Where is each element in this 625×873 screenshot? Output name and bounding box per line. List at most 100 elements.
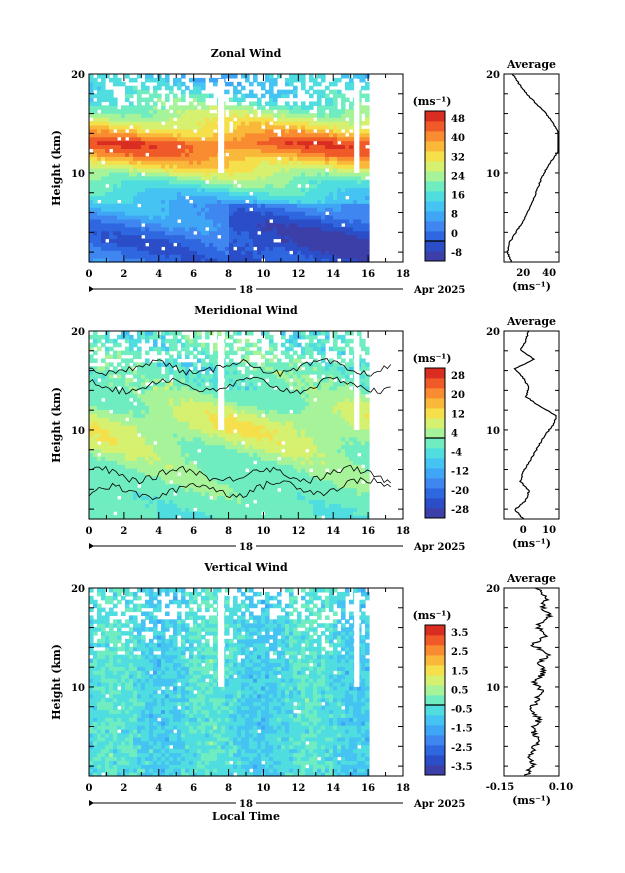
- heatmap-cell: [189, 109, 194, 114]
- heatmap-cell: [189, 432, 194, 438]
- heatmap-cell: [329, 183, 334, 189]
- heatmap-cell: [109, 417, 114, 422]
- heatmap-cell: [121, 152, 126, 157]
- heatmap-cell: [177, 164, 182, 169]
- heatmap-cell: [213, 258, 218, 263]
- heatmap-cell: [361, 487, 366, 493]
- heatmap-cell: [229, 491, 234, 497]
- heatmap-cell: [249, 148, 254, 153]
- heatmap-cell: [301, 428, 306, 434]
- heatmap-cell: [365, 246, 370, 251]
- heatmap-cell: [333, 195, 338, 200]
- heatmap-cell: [181, 511, 186, 516]
- heatmap-cell: [241, 136, 246, 142]
- heatmap-cell: [321, 238, 326, 244]
- heatmap-cell: [349, 160, 354, 165]
- heatmap-cell: [109, 413, 114, 418]
- heatmap-cell: [301, 140, 306, 146]
- heatmap-cell: [345, 499, 350, 504]
- heatmap-cell: [289, 464, 294, 469]
- heatmap-cell: [333, 460, 338, 465]
- heatmap-cell: [165, 148, 170, 153]
- heatmap-cell: [329, 199, 334, 204]
- heatmap-cell: [365, 475, 370, 481]
- heatmap-cell: [293, 128, 298, 134]
- heatmap-cell: [285, 132, 290, 138]
- heatmap-cell: [145, 460, 150, 465]
- heatmap-cell: [309, 452, 314, 457]
- heatmap-cell: [129, 234, 134, 240]
- heatmap-cell: [225, 89, 230, 95]
- heatmap-cell: [161, 440, 166, 446]
- heatmap-cell: [261, 425, 266, 430]
- heatmap-cell: [237, 515, 242, 520]
- heatmap-cell: [357, 234, 362, 240]
- heatmap-cell: [157, 160, 162, 165]
- heatmap-cell: [329, 413, 334, 418]
- heatmap-cell: [141, 168, 146, 173]
- heatmap-cell: [105, 413, 110, 418]
- heatmap-cell: [201, 187, 206, 193]
- heatmap-cell: [309, 124, 314, 130]
- heatmap-cell: [289, 507, 294, 512]
- heatmap-cell: [205, 218, 210, 224]
- heatmap-cell: [97, 207, 102, 212]
- heatmap-cell: [181, 144, 186, 150]
- heatmap-cell: [125, 448, 130, 454]
- heatmap-cell: [281, 479, 286, 485]
- heatmap-cell: [105, 507, 110, 512]
- heatmap-cell: [149, 77, 154, 83]
- heatmap-cell: [201, 128, 206, 134]
- heatmap-cell: [229, 222, 234, 228]
- heatmap-cell: [293, 464, 298, 469]
- heatmap-cell: [181, 124, 186, 130]
- heatmap-cell: [169, 105, 174, 110]
- heatmap-cell: [177, 238, 182, 244]
- profile-line: [506, 73, 559, 263]
- heatmap-cell: [341, 460, 346, 465]
- heatmap-cell: [225, 425, 230, 430]
- heatmap-cell: [221, 444, 226, 450]
- heatmap-cell: [193, 464, 198, 469]
- heatmap-cell: [229, 417, 234, 422]
- heatmap-cell: [213, 168, 218, 173]
- heatmap-cell: [213, 436, 218, 442]
- heatmap-cell: [309, 101, 314, 106]
- heatmap-cell: [129, 515, 134, 520]
- heatmap-cell: [157, 136, 162, 142]
- heatmap-cell: [277, 183, 282, 189]
- heatmap-cell: [125, 491, 130, 497]
- heatmap-cell: [145, 168, 150, 173]
- heatmap-cell: [141, 164, 146, 169]
- heatmap-cell: [297, 503, 302, 508]
- heatmap-cell: [197, 238, 202, 244]
- heatmap-cell: [209, 413, 214, 418]
- heatmap-cell: [337, 171, 342, 177]
- heatmap-cell: [269, 491, 274, 497]
- heatmap-cell: [157, 258, 162, 263]
- heatmap-cell: [237, 148, 242, 153]
- heatmap-cell: [237, 207, 242, 212]
- heatmap-cell: [201, 507, 206, 512]
- heatmap-cell: [293, 85, 298, 91]
- heatmap-cell: [301, 487, 306, 493]
- heatmap-cell: [125, 425, 130, 430]
- heatmap-cell: [337, 128, 342, 134]
- heatmap-cell: [93, 136, 98, 142]
- heatmap-cell: [317, 250, 322, 255]
- heatmap-cell: [293, 203, 298, 208]
- heatmap-cell: [197, 183, 202, 189]
- heatmap-cell: [225, 436, 230, 442]
- heatmap-cell: [333, 117, 338, 122]
- heatmap-cell: [209, 456, 214, 461]
- heatmap-cell: [345, 421, 350, 426]
- heatmap-cell: [125, 246, 130, 251]
- heatmap-cell: [245, 156, 250, 161]
- heatmap-cell: [349, 507, 354, 512]
- heatmap-cell: [353, 464, 358, 469]
- heatmap-cell: [205, 436, 210, 442]
- heatmap-cell: [297, 136, 302, 142]
- heatmap-cell: [209, 203, 214, 208]
- heatmap-cell: [213, 175, 218, 181]
- heatmap-cell: [197, 503, 202, 508]
